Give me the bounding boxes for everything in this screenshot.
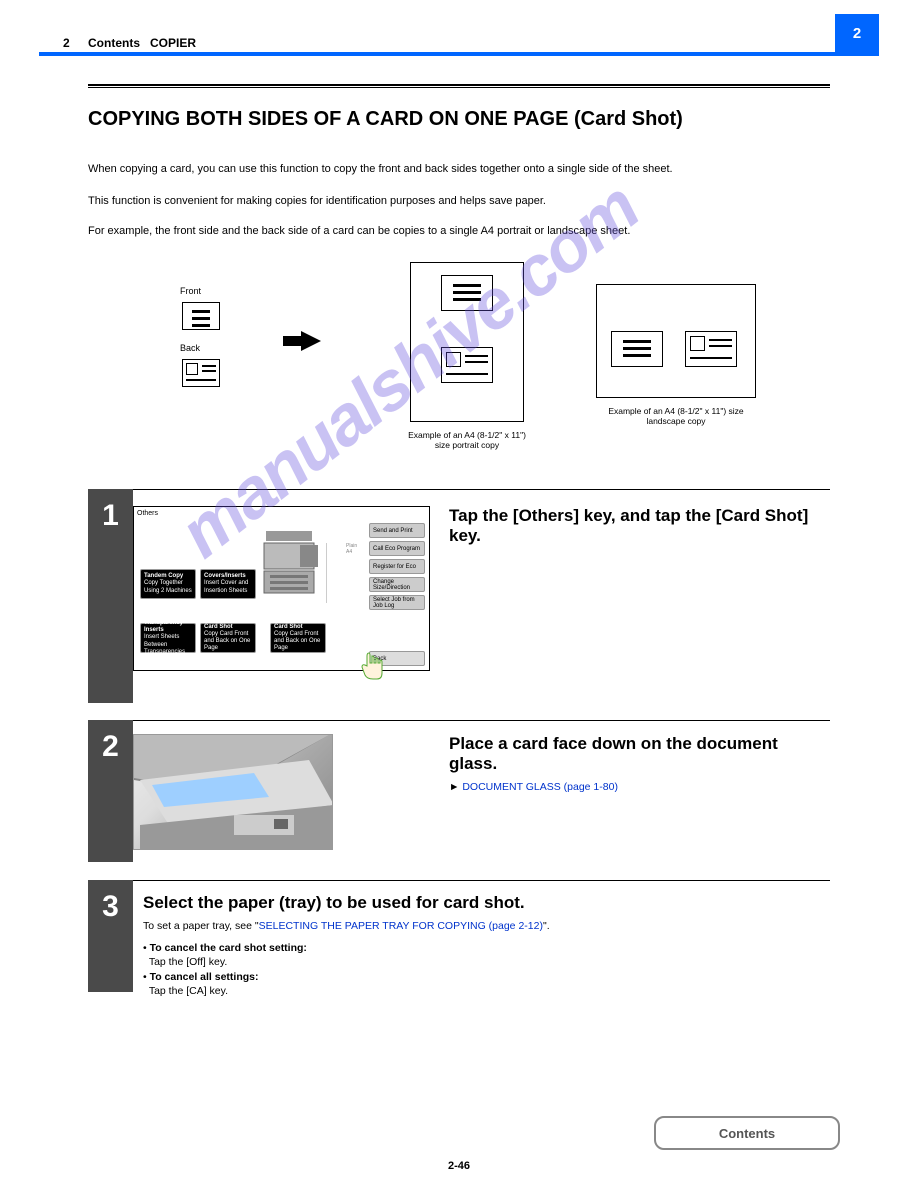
panel-main-btn[interactable]: Covers/InsertsInsert Cover and Insertion… bbox=[200, 569, 256, 599]
panel-main-btn[interactable]: Tandem CopyCopy Together Using 2 Machine… bbox=[140, 569, 196, 599]
panel-main-btn[interactable]: Transparency InsertsInsert Sheets Betwee… bbox=[140, 623, 196, 653]
portrait-caption: Example of an A4 (8-1/2" x 11") size por… bbox=[404, 430, 530, 450]
panel-option[interactable]: Select Job from Job Log bbox=[369, 595, 425, 610]
header-num: 2 bbox=[63, 36, 70, 50]
scanner-photo bbox=[133, 734, 333, 850]
page-title: COPYING BOTH SIDES OF A CARD ON ONE PAGE… bbox=[88, 108, 683, 131]
header-title: COPIER bbox=[150, 36, 196, 50]
panel-main-btn-highlighted[interactable]: Card ShotCopy Card Front and Back on One… bbox=[270, 623, 326, 653]
back-label: Back bbox=[180, 343, 200, 353]
step-number: 3 bbox=[88, 880, 133, 992]
panel-main-btn[interactable]: Card ShotCopy Card Front and Back on One… bbox=[200, 623, 256, 653]
hand-cursor-icon bbox=[359, 651, 387, 687]
step-3-bullets: • To cancel the card shot setting: Tap t… bbox=[143, 941, 830, 998]
header-underline bbox=[39, 52, 879, 56]
printer-icon bbox=[260, 527, 324, 597]
panel-header: Others bbox=[137, 510, 158, 517]
step-2-title: Place a card face down on the document g… bbox=[449, 734, 830, 774]
header-chapter-badge: 2 bbox=[835, 14, 879, 52]
header-breadcrumb: Contents COPIER bbox=[88, 36, 196, 50]
front-label: Front bbox=[180, 286, 201, 296]
contents-button[interactable]: Contents bbox=[654, 1116, 840, 1150]
intro-paragraph-2: This function is convenient for making c… bbox=[88, 194, 830, 209]
step-3-desc: To set a paper tray, see "SELECTING THE … bbox=[143, 919, 830, 933]
step-number: 1 bbox=[88, 489, 133, 703]
intro-paragraph-1: When copying a card, you can use this fu… bbox=[88, 162, 830, 177]
step-3-title: Select the paper (tray) to be used for c… bbox=[143, 893, 830, 913]
landscape-caption: Example of an A4 (8-1/2" x 11") size lan… bbox=[596, 406, 756, 426]
intro-paragraph-3: For example, the front side and the back… bbox=[88, 224, 830, 239]
step-number: 2 bbox=[88, 720, 133, 862]
title-rule bbox=[88, 84, 830, 88]
step-1-title: Tap the [Others] key, and tap the [Card … bbox=[449, 506, 830, 546]
card-shot-diagram: Front Back Example of an A4 (8-1/2" x 11… bbox=[88, 262, 830, 432]
header-section: Contents bbox=[88, 36, 140, 50]
page-number: 2-46 bbox=[0, 1160, 918, 1172]
panel-option[interactable]: Send and Print bbox=[369, 523, 425, 538]
panel-option[interactable]: Register for Eco bbox=[369, 559, 425, 574]
panel-option[interactable]: Call Eco Program bbox=[369, 541, 425, 556]
touch-panel: Others PlainA4 Send and Pr bbox=[133, 506, 430, 671]
step-2-link[interactable]: ► DOCUMENT GLASS (page 1-80) bbox=[449, 780, 830, 794]
panel-option[interactable]: Change Size/Direction bbox=[369, 577, 425, 592]
